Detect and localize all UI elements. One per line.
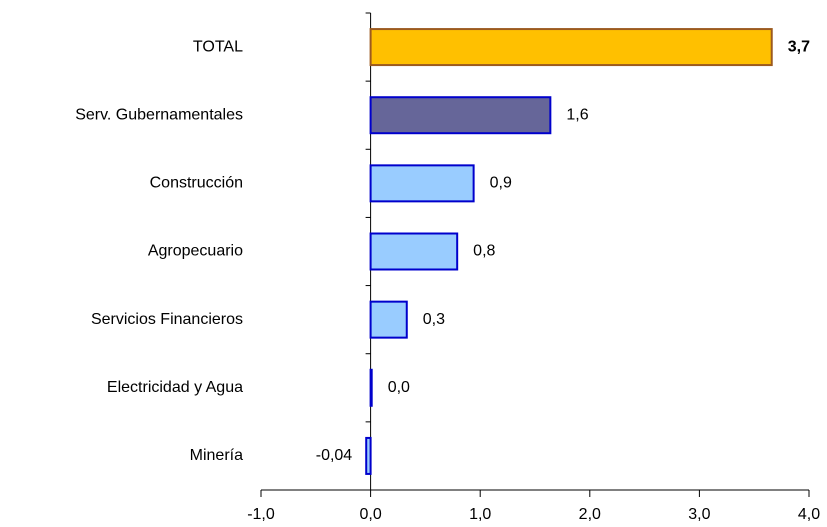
- bar: [369, 300, 408, 339]
- category-label: Serv. Gubernamentales: [75, 106, 243, 123]
- category-label: TOTAL: [193, 38, 243, 55]
- category-label: Minería: [190, 447, 243, 464]
- value-label: 0,0: [388, 379, 410, 396]
- bar: [369, 96, 552, 135]
- value-label: 0,8: [473, 243, 495, 260]
- x-tick-label: 3,0: [688, 506, 710, 523]
- bar: [365, 436, 372, 475]
- value-label: 0,9: [490, 175, 512, 192]
- bar: [369, 368, 373, 407]
- x-tick-label: 1,0: [469, 506, 491, 523]
- category-label: Agropecuario: [148, 243, 243, 260]
- bar: [369, 164, 475, 203]
- value-label: 1,6: [566, 106, 588, 123]
- value-label: 0,3: [423, 311, 445, 328]
- x-tick-label: 2,0: [579, 506, 601, 523]
- x-tick-label: 4,0: [798, 506, 820, 523]
- value-label: -0,04: [316, 447, 353, 464]
- x-tick-label: -1,0: [247, 506, 275, 523]
- category-label: Servicios Financieros: [91, 311, 243, 328]
- bar: [369, 232, 459, 271]
- category-label: Electricidad y Agua: [107, 379, 243, 396]
- x-tick-label: 0,0: [359, 506, 381, 523]
- value-label: 3,7: [788, 38, 810, 55]
- bar: [369, 28, 773, 67]
- category-label: Construcción: [150, 175, 243, 192]
